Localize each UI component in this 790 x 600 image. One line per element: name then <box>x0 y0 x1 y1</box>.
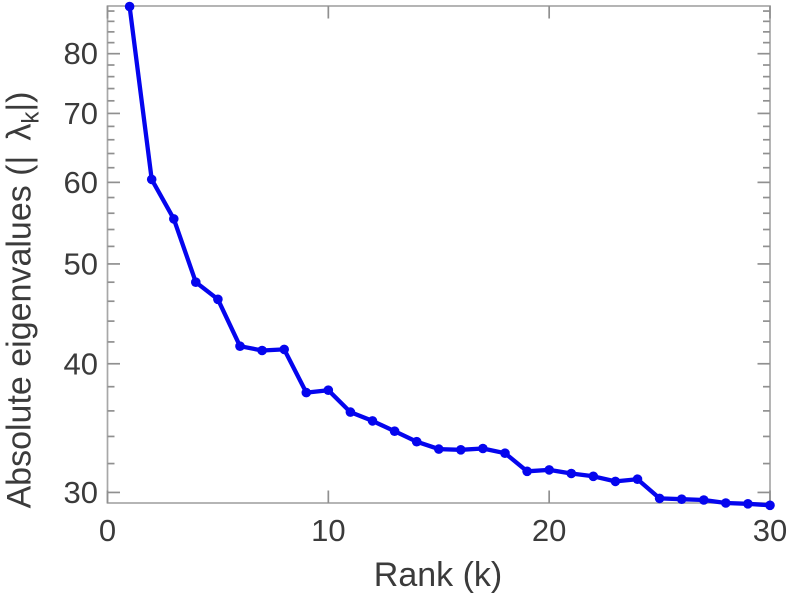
data-point <box>632 474 643 485</box>
data-point <box>345 407 356 417</box>
data-point <box>699 495 709 505</box>
data-point <box>478 443 488 454</box>
y-tick-label: 30 <box>64 475 98 510</box>
data-point <box>279 344 290 355</box>
data-point <box>522 466 532 477</box>
lambda-subscript: k <box>17 111 45 124</box>
y-axis-label-prefix: Absolute eigenvalues (| <box>0 155 39 509</box>
y-tick-label: 40 <box>64 346 98 381</box>
y-axis-label: Absolute eigenvalues (| λk|) <box>1 92 46 509</box>
data-point <box>588 471 599 482</box>
data-line <box>127 4 773 508</box>
plot-box <box>106 5 771 504</box>
lambda-symbol: λ <box>0 123 39 141</box>
data-point <box>124 1 135 12</box>
data-point <box>566 468 577 479</box>
data-point <box>654 493 665 504</box>
x-axis-label: Rank (k) <box>373 556 503 594</box>
y-tick-labels: 30 40 50 60 70 80 <box>64 36 98 510</box>
y-tick-label: 70 <box>64 96 98 131</box>
data-point <box>257 345 267 356</box>
data-point <box>235 341 245 352</box>
data-point <box>389 426 400 437</box>
data-point <box>544 465 554 475</box>
data-point <box>367 416 378 426</box>
y-ticks <box>107 10 770 494</box>
x-ticks <box>106 6 771 503</box>
data-point <box>301 387 312 398</box>
data-point <box>213 294 223 305</box>
data-point <box>323 385 334 396</box>
x-tick-labels: 0 10 20 30 <box>99 513 787 548</box>
data-point <box>169 214 179 224</box>
data-point <box>676 494 687 505</box>
x-tick-label: 30 <box>753 513 787 548</box>
data-point <box>721 498 731 508</box>
data-point <box>146 174 157 185</box>
data-point <box>743 499 753 509</box>
data-point <box>765 500 775 511</box>
x-tick-label: 0 <box>99 513 116 548</box>
data-point <box>456 445 466 455</box>
data-point <box>411 436 422 447</box>
data-point <box>500 448 510 459</box>
y-tick-label: 80 <box>64 36 98 71</box>
data-point <box>434 444 444 454</box>
y-tick-label: 50 <box>64 246 98 281</box>
x-tick-label: 20 <box>532 513 566 548</box>
data-points <box>124 1 775 511</box>
data-point <box>610 476 621 487</box>
x-tick-label: 10 <box>311 513 345 548</box>
data-point <box>191 277 201 288</box>
y-axis-label-suffix: |) <box>0 91 39 112</box>
y-tick-label: 60 <box>64 165 98 200</box>
